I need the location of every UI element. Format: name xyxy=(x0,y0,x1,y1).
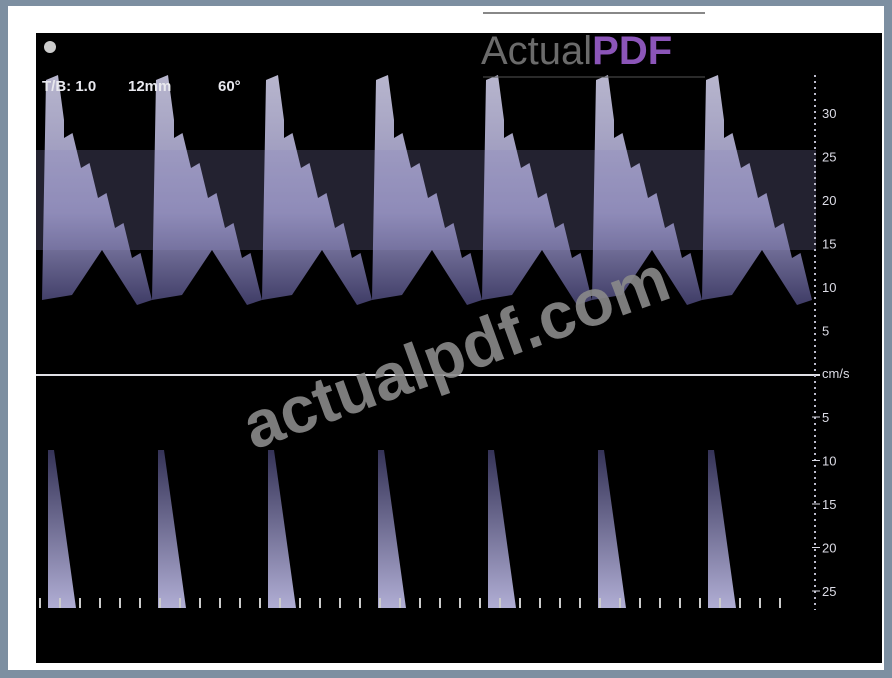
scale-label: 20 xyxy=(822,541,836,556)
reverse-flow xyxy=(158,450,186,608)
flow-envelope xyxy=(262,75,372,305)
scale-label: 5 xyxy=(822,324,829,339)
reverse-flow xyxy=(488,450,516,608)
scale-label: 10 xyxy=(822,280,836,295)
reverse-flow xyxy=(268,450,296,608)
reverse-flow xyxy=(48,450,76,608)
scale-label: 15 xyxy=(822,237,836,252)
flow-envelope xyxy=(152,75,262,305)
logo-gray: Actual xyxy=(481,29,592,73)
flow-envelope xyxy=(702,75,812,305)
reverse-flow xyxy=(378,450,406,608)
scale-label: 10 xyxy=(822,454,836,469)
flow-envelope xyxy=(482,75,592,305)
waveforms xyxy=(36,75,816,608)
info-angle: 60° xyxy=(218,78,241,95)
flow-envelope xyxy=(592,75,702,305)
scale-label: 30 xyxy=(822,106,836,121)
reverse-flow xyxy=(708,450,736,608)
scale-label: 25 xyxy=(822,150,836,165)
logo-purple: PDF xyxy=(592,29,672,73)
scale-label: 25 xyxy=(822,584,836,599)
scale-unit: cm/s xyxy=(822,366,850,381)
scale-label: 20 xyxy=(822,193,836,208)
info-tb: T/B: 1.0 xyxy=(42,78,96,95)
logo: ActualPDF xyxy=(481,29,672,73)
scale-label: 15 xyxy=(822,497,836,512)
scale: 30 25 20 15 10 5 cm/s 5 10 15 20 25 xyxy=(812,106,850,599)
flow-envelope xyxy=(372,75,482,305)
info-depth: 12mm xyxy=(128,78,171,95)
flow-envelope xyxy=(42,75,152,305)
reverse-flow xyxy=(598,450,626,608)
scale-label: 5 xyxy=(822,410,829,425)
probe-icon xyxy=(44,41,56,53)
flow-band xyxy=(36,150,816,250)
